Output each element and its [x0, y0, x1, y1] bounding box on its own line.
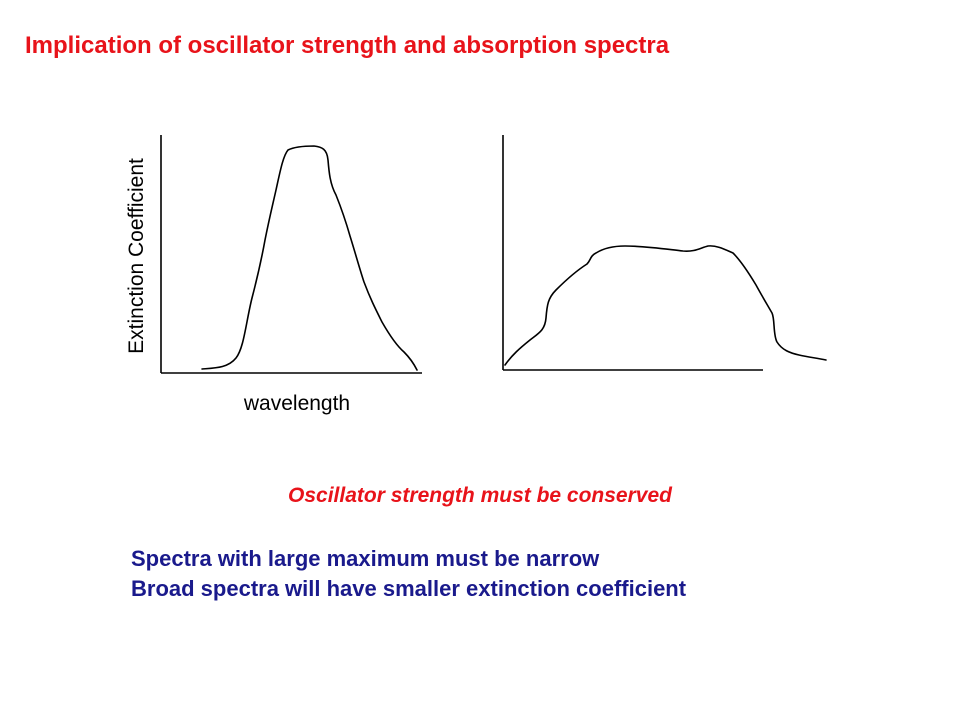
point-broad-spectra: Broad spectra will have smaller extincti…	[131, 576, 687, 601]
y-axis-label: Extinction Coefficient	[125, 158, 148, 354]
x-axis-label: wavelength	[243, 392, 350, 415]
implication-points: Spectra with large maximum must be narro…	[131, 544, 686, 604]
broad-band-curve	[504, 245, 827, 366]
narrow-peak-curve	[201, 145, 418, 371]
slide-title: Implication of oscillator strength and a…	[25, 32, 670, 59]
conservation-statement: Oscillator strength must be conserved	[288, 484, 672, 507]
point-narrow-spectra: Spectra with large maximum must be narro…	[131, 546, 600, 571]
